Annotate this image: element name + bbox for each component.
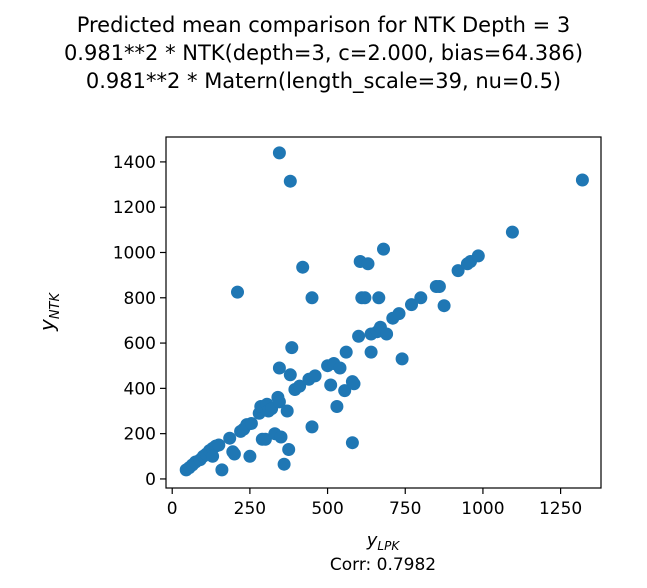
data-point-32: [272, 361, 286, 375]
data-point-16: [231, 285, 244, 299]
data-point-50: [330, 400, 344, 413]
y-axis-label-sub: NTK: [48, 292, 63, 320]
data-point-83: [283, 174, 297, 188]
data-point-33: [274, 430, 288, 444]
data-point-45: [305, 420, 319, 434]
x-tick-label-4: 1000: [461, 499, 504, 519]
y-tick-label-4: 800: [124, 289, 156, 309]
data-point-42: [296, 260, 310, 274]
data-point-82: [575, 173, 589, 187]
chart-title-line-1: Predicted mean comparison for NTK Depth …: [76, 13, 571, 37]
x-tick-label-1: 250: [234, 499, 266, 519]
data-point-68: [380, 327, 394, 341]
data-point-51: [333, 361, 347, 375]
data-point-39: [285, 341, 299, 355]
data-point-10: [212, 438, 226, 452]
y-tick-label-0: 0: [145, 470, 156, 490]
x-axis-label-sub: LPK: [377, 539, 400, 553]
data-point-67: [377, 242, 390, 256]
x-tick-label-0: 0: [167, 499, 178, 519]
data-point-81: [505, 225, 519, 239]
x-tick-label-2: 500: [311, 499, 343, 519]
data-point-20: [243, 449, 257, 463]
y-axis-label: yNTK: [35, 292, 63, 333]
data-point-54: [345, 436, 359, 450]
data-point-11: [206, 449, 220, 463]
data-point-37: [282, 443, 296, 456]
data-point-71: [395, 352, 409, 366]
data-point-52: [338, 384, 352, 398]
x-axis-label-base: y: [366, 530, 378, 551]
data-point-60: [358, 291, 372, 305]
data-point-56: [347, 377, 361, 391]
data-points: [179, 146, 589, 477]
data-point-12: [215, 463, 229, 477]
data-point-72: [405, 298, 418, 312]
y-tick-label-5: 1000: [113, 243, 156, 263]
y-tick-label-3: 600: [124, 334, 156, 354]
data-point-62: [364, 345, 378, 359]
data-point-25: [258, 432, 272, 446]
data-point-65: [372, 291, 386, 305]
plot-frame: [165, 136, 602, 489]
data-point-77: [451, 264, 465, 278]
chart-title-line-3: 0.981**2 * Matern(length_scale=39, nu=0.…: [85, 69, 562, 93]
y-tick-label-6: 1200: [113, 198, 156, 218]
data-point-34: [272, 146, 286, 160]
data-point-35: [277, 457, 291, 471]
y-tick-label-1: 200: [124, 425, 156, 445]
y-tick-label-7: 1400: [113, 153, 156, 173]
data-point-31: [272, 395, 286, 409]
y-axis-label-group: yNTK: [35, 292, 63, 333]
data-point-21: [244, 417, 258, 430]
data-point-44: [305, 291, 319, 305]
data-point-38: [283, 368, 297, 382]
data-point-57: [352, 329, 366, 343]
data-point-61: [361, 257, 375, 271]
data-point-76: [437, 299, 451, 313]
data-point-13: [223, 431, 237, 445]
data-point-48: [324, 378, 338, 392]
x-tick-label-3: 750: [389, 499, 421, 519]
x-tick-label-5: 1250: [539, 499, 582, 519]
data-point-36: [280, 404, 294, 418]
data-point-70: [392, 307, 406, 321]
data-point-53: [339, 345, 353, 359]
data-point-75: [432, 280, 446, 293]
data-point-73: [414, 291, 428, 305]
data-point-80: [471, 249, 485, 263]
x-axis-label: yLPK: [366, 530, 401, 553]
axis-ticks: 0 250 500 750 1000 1250 0 200 400 600 800 1000 1200 1…: [113, 153, 583, 519]
data-point-46: [308, 369, 322, 383]
chart-title-line-2: 0.981**2 * NTK(depth=3, c=2.000, bias=64…: [63, 41, 584, 65]
y-tick-label-2: 400: [124, 379, 156, 399]
correlation-caption: Corr: 0.7982: [330, 555, 436, 575]
data-point-15: [227, 447, 241, 461]
y-axis-label-base: y: [35, 318, 59, 332]
data-point-41: [293, 379, 307, 393]
